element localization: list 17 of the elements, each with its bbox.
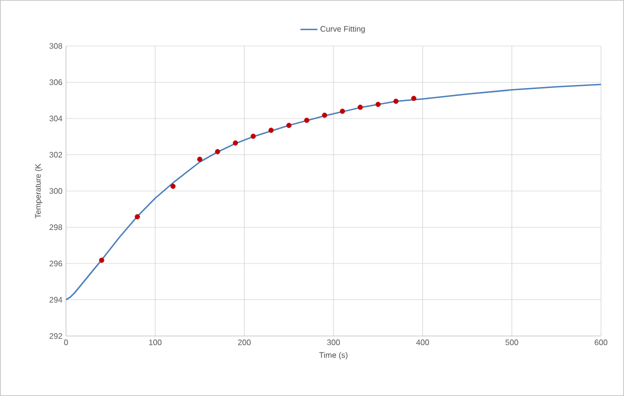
point xyxy=(286,122,292,128)
point xyxy=(268,128,274,133)
point xyxy=(322,112,328,118)
point xyxy=(304,118,310,123)
point xyxy=(340,108,346,114)
point xyxy=(170,184,176,189)
point xyxy=(197,156,202,162)
line-series xyxy=(66,84,602,300)
point xyxy=(411,96,416,101)
point xyxy=(134,214,140,220)
point xyxy=(99,258,104,263)
point xyxy=(358,104,363,110)
point xyxy=(375,102,381,107)
point xyxy=(250,134,256,139)
point xyxy=(232,140,238,146)
point xyxy=(214,149,220,154)
point xyxy=(393,98,399,104)
